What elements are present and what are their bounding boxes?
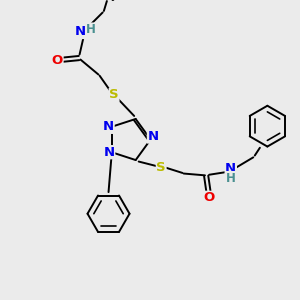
Text: N: N bbox=[225, 162, 236, 175]
Text: H: H bbox=[86, 23, 96, 36]
Text: O: O bbox=[203, 191, 214, 204]
Text: N: N bbox=[103, 146, 115, 159]
Text: N: N bbox=[75, 26, 86, 38]
Text: S: S bbox=[109, 88, 119, 101]
Text: N: N bbox=[147, 130, 159, 143]
Text: O: O bbox=[52, 54, 63, 67]
Text: N: N bbox=[103, 120, 114, 133]
Text: S: S bbox=[156, 161, 166, 174]
Text: H: H bbox=[226, 172, 236, 184]
